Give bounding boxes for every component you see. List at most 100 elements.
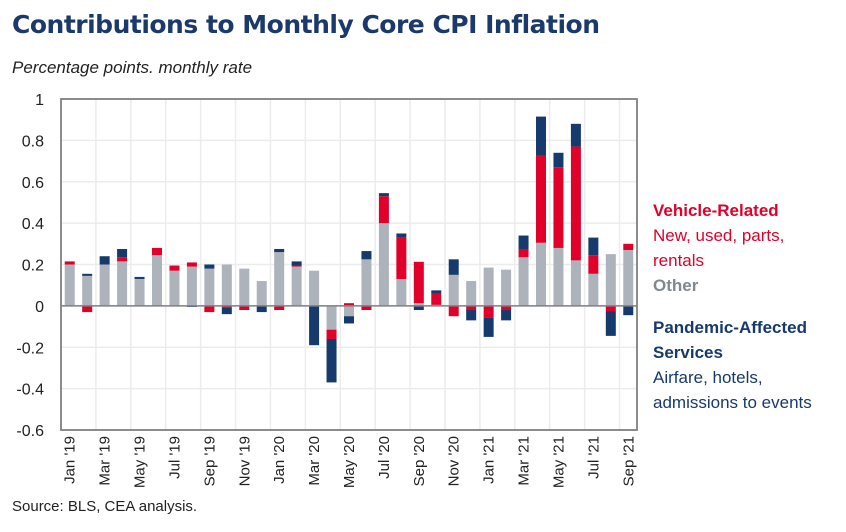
bar-segment-pandemic [623, 305, 634, 316]
bar-segment-vehicle [186, 262, 197, 267]
bar-segment-other [239, 268, 250, 306]
legend-pandemic-desc-1: Airfare, hotels, [653, 368, 763, 387]
bar-segment-other [134, 278, 145, 306]
bar-segment-pandemic [361, 251, 372, 260]
bar-segment-pandemic [344, 316, 354, 324]
bar-segment-vehicle [169, 265, 180, 271]
x-tick-label: Mar '20 [306, 436, 323, 486]
bar-segment-vehicle [378, 196, 389, 224]
bar-segment-other [501, 269, 512, 306]
y-tick-label: 0.2 [22, 258, 44, 275]
bar-segment-other [152, 255, 162, 306]
bar-segment-other [361, 259, 372, 306]
bar-segment-pandemic [448, 259, 459, 275]
bar-segment-vehicle [344, 303, 354, 306]
bar-segment-other [448, 274, 459, 306]
bar-segment-other [99, 264, 110, 306]
bar-segment-vehicle [483, 305, 494, 318]
bar-segment-pandemic [466, 310, 477, 321]
bar-segment-vehicle [413, 261, 424, 304]
bar-segment-other [186, 266, 197, 306]
bar-segment-vehicle [274, 305, 285, 311]
x-tick-label: Jan '19 [62, 436, 79, 484]
bar-segment-vehicle [82, 305, 93, 313]
bar-segment-vehicle [466, 305, 477, 311]
bar-segment-pandemic [378, 193, 389, 197]
bar-segment-pandemic [99, 256, 110, 265]
bar-segment-other [291, 266, 302, 306]
legend-vehicle-desc-1: New, used, parts, [653, 226, 785, 245]
bar-segment-vehicle [605, 305, 616, 312]
plot-frame [60, 98, 638, 431]
x-tick-label: Jan '20 [271, 436, 288, 484]
bar-segment-other [256, 281, 267, 306]
bar-segment-pandemic [536, 116, 546, 156]
bar-segment-other [518, 257, 529, 306]
bar-segment-other [483, 267, 494, 306]
bar-segment-pandemic [291, 261, 302, 266]
bar-segment-pandemic [588, 237, 599, 256]
x-tick-label: Nov '20 [446, 436, 463, 486]
legend-vehicle: Vehicle-Related New, used, parts, rental… [653, 198, 784, 298]
bar-segment-pandemic [396, 233, 407, 238]
bar-segment-vehicle [361, 305, 372, 311]
bar-segment-other [623, 250, 634, 306]
y-tick-label: 0.6 [22, 175, 44, 192]
x-tick-label: Jul '19 [166, 436, 183, 479]
bar-segment-vehicle [536, 155, 546, 243]
bar-segment-vehicle [204, 305, 215, 313]
bar-segment-other [378, 223, 389, 306]
bar-segment-pandemic [82, 273, 93, 276]
y-tick-label: 0.8 [22, 133, 44, 150]
bar-segment-vehicle [623, 243, 634, 251]
bar-segment-pandemic [605, 311, 616, 336]
x-tick-label: May '20 [341, 436, 358, 488]
bar-segment-other [82, 275, 93, 306]
chart-subtitle: Percentage points. monthly rate [12, 58, 253, 77]
bar-segment-other [344, 305, 354, 317]
bar-segment-vehicle [501, 305, 512, 311]
bar-segment-other [326, 305, 337, 330]
legend-pandemic-title-1: Pandemic-Affected [653, 318, 807, 337]
bar-segment-vehicle [64, 261, 75, 265]
y-tick-label: 1 [35, 92, 44, 109]
bar-segment-vehicle [117, 257, 128, 262]
x-tick-label: Jul '21 [585, 436, 602, 479]
y-tick-label: -0.4 [16, 382, 44, 399]
bar-segment-vehicle [588, 255, 599, 274]
bar-segment-pandemic [309, 305, 320, 346]
bar-segment-other [570, 260, 581, 306]
bar-segment-pandemic [413, 305, 424, 311]
bar-segment-vehicle [396, 237, 407, 279]
x-tick-label: Nov '19 [236, 436, 253, 486]
bar-segment-vehicle [239, 305, 250, 311]
x-tick-label: Sep '19 [201, 436, 218, 486]
bar-segment-pandemic [483, 317, 494, 337]
source-note: Source: BLS, CEA analysis. [12, 498, 198, 515]
x-tick-label: Jan '21 [481, 436, 498, 484]
bar-segment-vehicle [431, 293, 442, 305]
bar-segment-other [466, 281, 477, 306]
x-tick-label: Jul '20 [376, 436, 393, 479]
bar-segment-vehicle [152, 247, 162, 256]
bar-segment-pandemic [570, 123, 581, 147]
bar-segment-other [553, 247, 564, 306]
x-tick-label: May '19 [132, 436, 149, 488]
x-tick-label: Sep '21 [620, 436, 637, 486]
bar-segment-other [117, 261, 128, 306]
bar-segment-pandemic [501, 310, 512, 321]
bar-segment-vehicle [553, 167, 564, 248]
bar-segment-other [413, 303, 424, 306]
bar-segment-pandemic [518, 235, 529, 249]
bar-segment-other [274, 252, 285, 306]
legend-pandemic-title-2: Services [653, 343, 723, 362]
bar-segment-pandemic [553, 152, 564, 168]
x-tick-label: Mar '19 [97, 436, 114, 486]
bar-segment-vehicle [448, 305, 459, 317]
bar-segment-pandemic [256, 305, 267, 313]
bar-segment-other [605, 254, 616, 306]
legend-vehicle-title: Vehicle-Related [653, 201, 779, 220]
x-tick-label: May '21 [550, 436, 567, 488]
y-tick-label: 0.4 [22, 216, 44, 233]
bar-segment-other [221, 264, 232, 306]
